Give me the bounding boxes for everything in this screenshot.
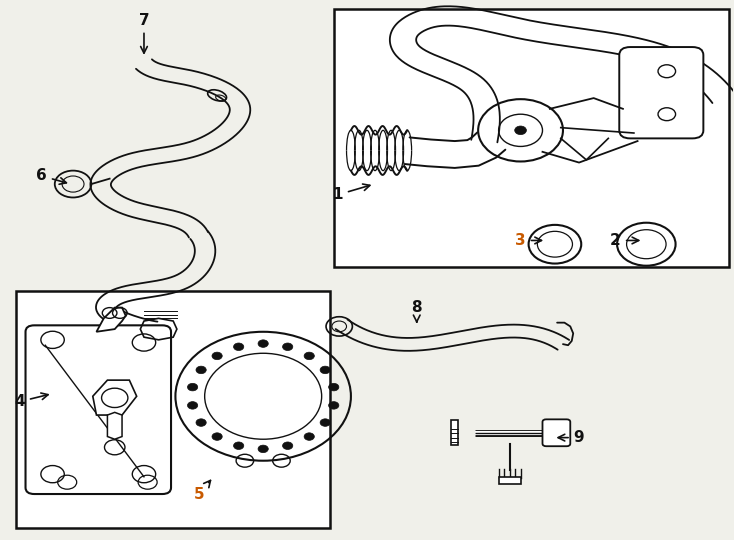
Text: 3: 3 [515, 233, 542, 248]
FancyBboxPatch shape [619, 47, 703, 138]
Circle shape [329, 402, 339, 409]
Circle shape [187, 402, 197, 409]
Circle shape [320, 366, 330, 374]
Circle shape [283, 442, 293, 449]
Circle shape [187, 383, 197, 391]
Polygon shape [96, 308, 126, 332]
Circle shape [233, 442, 244, 449]
Circle shape [196, 366, 206, 374]
Circle shape [196, 419, 206, 427]
Bar [498, 477, 520, 484]
Circle shape [258, 340, 269, 347]
Polygon shape [107, 413, 122, 439]
FancyBboxPatch shape [26, 325, 171, 494]
Text: 2: 2 [610, 233, 639, 248]
Circle shape [320, 419, 330, 427]
Circle shape [329, 383, 339, 391]
Text: 6: 6 [36, 168, 66, 184]
Circle shape [283, 343, 293, 350]
Circle shape [212, 352, 222, 360]
Circle shape [304, 352, 314, 360]
Circle shape [212, 433, 222, 440]
Circle shape [258, 445, 269, 453]
Bar [334, 9, 729, 267]
Bar [16, 292, 330, 528]
Text: 9: 9 [558, 430, 584, 445]
Circle shape [304, 433, 314, 440]
FancyBboxPatch shape [542, 420, 570, 446]
Text: 7: 7 [139, 13, 149, 53]
Text: 8: 8 [412, 300, 422, 322]
Circle shape [515, 126, 526, 134]
Circle shape [233, 343, 244, 350]
Text: 4: 4 [15, 393, 48, 409]
Polygon shape [451, 421, 459, 444]
Polygon shape [92, 380, 137, 415]
Text: 5: 5 [194, 481, 211, 502]
Text: 1: 1 [333, 184, 370, 202]
